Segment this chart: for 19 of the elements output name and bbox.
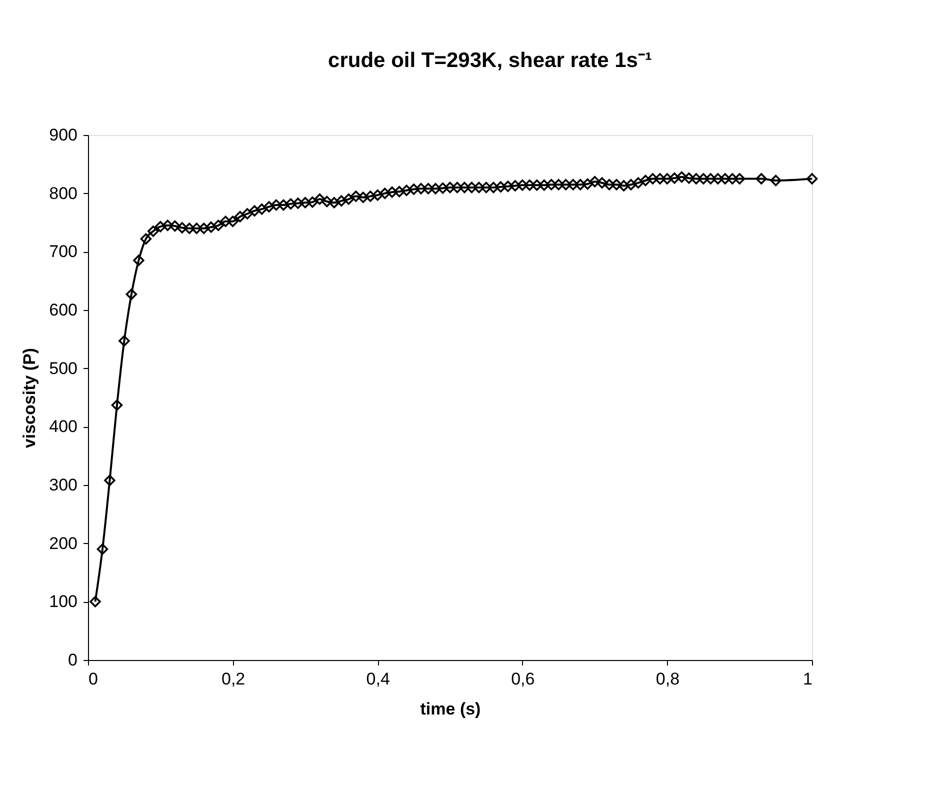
x-tick-label: 0,4 [366,670,390,688]
x-tick-label: 1 [803,670,812,688]
y-tick-label: 600 [49,300,78,320]
y-tick-label: 800 [49,184,78,203]
y-tick-label: 100 [49,592,78,612]
x-tick-label: 0,2 [221,670,246,688]
y-tick-label: 0 [68,650,78,670]
y-axis-title: viscosity (P) [20,348,40,448]
y-tick-label: 300 [49,476,78,494]
y-tick-label: 500 [49,358,78,378]
y-tick-label: 900 [49,126,78,144]
x-tick-label: 0,8 [656,670,680,688]
y-tick-label: 200 [49,534,78,553]
x-tick-label: 0,6 [511,670,535,688]
x-axis-title: time (s) [420,700,481,718]
x-tick-label: 0 [88,670,98,688]
y-tick-label: 400 [49,417,78,436]
y-tick-label: 700 [49,242,78,262]
chart-title: crude oil T=293K, shear rate 1s⁻¹ [328,49,652,72]
